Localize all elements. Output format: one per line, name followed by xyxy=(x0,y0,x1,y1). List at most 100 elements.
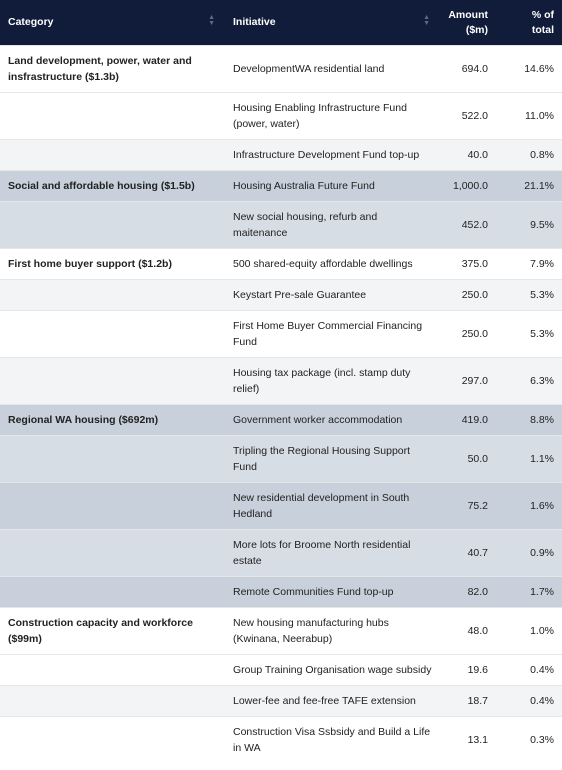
amount-cell: 18.7 xyxy=(440,685,496,717)
share-cell: 0.4% xyxy=(496,654,562,686)
share-cell: 21.1% xyxy=(496,170,562,202)
header-text: Initiative xyxy=(233,16,276,28)
header-cell[interactable]: % of total xyxy=(496,0,562,46)
share-cell: 0.9% xyxy=(496,529,562,577)
initiative-cell: New residential development in South Hed… xyxy=(225,482,440,530)
category-cell xyxy=(0,716,225,763)
amount-cell: 19.6 xyxy=(440,654,496,686)
share-cell: 5.3% xyxy=(496,310,562,358)
amount-cell: 375.0 xyxy=(440,248,496,280)
amount-cell: 250.0 xyxy=(440,310,496,358)
table-body: Land development, power, water and insfr… xyxy=(0,45,562,763)
table-row: More lots for Broome North residential e… xyxy=(0,529,562,577)
share-cell: 0.4% xyxy=(496,685,562,717)
share-cell: 0.3% xyxy=(496,716,562,763)
amount-cell: 40.7 xyxy=(440,529,496,577)
share-cell: 9.5% xyxy=(496,201,562,249)
initiative-cell: Housing Australia Future Fund xyxy=(225,170,440,202)
category-cell xyxy=(0,357,225,405)
category-cell xyxy=(0,310,225,358)
share-cell: 8.8% xyxy=(496,404,562,436)
category-cell xyxy=(0,576,225,608)
table-row: Keystart Pre-sale Guarantee 250.0 5.3% xyxy=(0,279,562,311)
initiative-cell: Tripling the Regional Housing Support Fu… xyxy=(225,435,440,483)
amount-cell: 1,000.0 xyxy=(440,170,496,202)
header-cell[interactable]: Category ▲ ▼ xyxy=(0,0,225,46)
table-row: Remote Communities Fund top-up 82.0 1.7% xyxy=(0,576,562,608)
amount-cell: 419.0 xyxy=(440,404,496,436)
share-cell: 0.8% xyxy=(496,139,562,171)
category-cell xyxy=(0,529,225,577)
amount-cell: 48.0 xyxy=(440,607,496,655)
category-cell xyxy=(0,435,225,483)
amount-cell: 50.0 xyxy=(440,435,496,483)
share-cell: 7.9% xyxy=(496,248,562,280)
sort-icon: ▲ ▼ xyxy=(208,14,215,27)
table-row: Regional WA housing ($692m) Government wo… xyxy=(0,404,562,436)
category-cell: Social and affordable housing ($1.5b) xyxy=(0,170,225,202)
initiative-cell: Construction Visa Ssbsidy and Build a Li… xyxy=(225,716,440,763)
amount-cell: 13.1 xyxy=(440,716,496,763)
amount-cell: 40.0 xyxy=(440,139,496,171)
table-row: Construction Visa Ssbsidy and Build a Li… xyxy=(0,716,562,763)
header-text: Category xyxy=(8,16,54,28)
table-row: Land development, power, water and insfr… xyxy=(0,45,562,93)
initiative-cell: Keystart Pre-sale Guarantee xyxy=(225,279,440,311)
table-row: First home buyer support ($1.2b) 500 shar… xyxy=(0,248,562,280)
category-cell xyxy=(0,139,225,171)
initiative-cell: New social housing, refurb and maitenanc… xyxy=(225,201,440,249)
category-cell xyxy=(0,279,225,311)
header-cell[interactable]: Initiative ▲ ▼ xyxy=(225,0,440,46)
table-row: Construction capacity and workforce ($99… xyxy=(0,607,562,655)
share-cell: 14.6% xyxy=(496,45,562,93)
category-cell xyxy=(0,92,225,140)
initiative-cell: Government worker accommodation xyxy=(225,404,440,436)
share-cell: 1.0% xyxy=(496,607,562,655)
initiative-cell: More lots for Broome North residential e… xyxy=(225,529,440,577)
initiative-cell: Housing Enabling Infrastructure Fund (po… xyxy=(225,92,440,140)
table-row: Infrastructure Development Fund top-up 40… xyxy=(0,139,562,171)
amount-cell: 250.0 xyxy=(440,279,496,311)
amount-cell: 452.0 xyxy=(440,201,496,249)
table-row: Social and affordable housing ($1.5b) Hou… xyxy=(0,170,562,202)
header-text: Amount ($m) xyxy=(448,8,488,36)
category-cell xyxy=(0,685,225,717)
table-row: Group Training Organisation wage subsidy… xyxy=(0,654,562,686)
category-cell: First home buyer support ($1.2b) xyxy=(0,248,225,280)
header-text: % of total xyxy=(531,8,554,36)
header-row: Category ▲ ▼ Initiative ▲ ▼ Amount ($m) % of… xyxy=(0,0,562,46)
table-row: New social housing, refurb and maitenanc… xyxy=(0,201,562,249)
initiative-cell: 500 shared-equity affordable dwellings xyxy=(225,248,440,280)
table-row: First Home Buyer Commercial Financing Fu… xyxy=(0,310,562,358)
initiative-cell: DevelopmentWA residential land xyxy=(225,45,440,93)
share-cell: 6.3% xyxy=(496,357,562,405)
table-row: Lower-fee and fee-free TAFE extension 18.… xyxy=(0,685,562,717)
amount-cell: 297.0 xyxy=(440,357,496,405)
table-row: Housing tax package (incl. stamp duty re… xyxy=(0,357,562,405)
initiative-cell: New housing manufacturing hubs (Kwinana,… xyxy=(225,607,440,655)
category-cell: Regional WA housing ($692m) xyxy=(0,404,225,436)
table-row: Tripling the Regional Housing Support Fu… xyxy=(0,435,562,483)
category-cell xyxy=(0,654,225,686)
initiative-cell: Housing tax package (incl. stamp duty re… xyxy=(225,357,440,405)
category-cell: Land development, power, water and insfr… xyxy=(0,45,225,93)
initiative-cell: Lower-fee and fee-free TAFE extension xyxy=(225,685,440,717)
share-cell: 1.6% xyxy=(496,482,562,530)
share-cell: 1.1% xyxy=(496,435,562,483)
initiative-cell: Remote Communities Fund top-up xyxy=(225,576,440,608)
amount-cell: 75.2 xyxy=(440,482,496,530)
amount-cell: 522.0 xyxy=(440,92,496,140)
category-cell xyxy=(0,482,225,530)
header-cell[interactable]: Amount ($m) xyxy=(440,0,496,46)
share-cell: 1.7% xyxy=(496,576,562,608)
category-cell xyxy=(0,201,225,249)
share-cell: 11.0% xyxy=(496,92,562,140)
initiative-cell: Infrastructure Development Fund top-up xyxy=(225,139,440,171)
sort-icon: ▲ ▼ xyxy=(423,14,430,27)
amount-cell: 694.0 xyxy=(440,45,496,93)
amount-cell: 82.0 xyxy=(440,576,496,608)
category-cell: Construction capacity and workforce ($99… xyxy=(0,607,225,655)
table-row: New residential development in South Hed… xyxy=(0,482,562,530)
